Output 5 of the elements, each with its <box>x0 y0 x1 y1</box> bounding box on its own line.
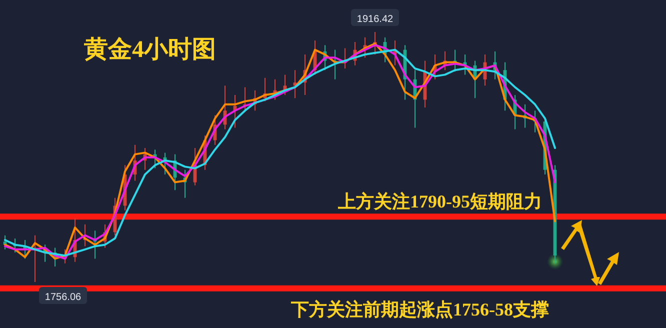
annotation: 1916.42 <box>351 9 399 26</box>
annotation: 1756.06 <box>39 287 87 304</box>
annotation: 1916.42 <box>356 14 394 25</box>
annotation: 1756.06 <box>44 292 82 303</box>
title: 黄金4小时图 <box>84 37 216 63</box>
